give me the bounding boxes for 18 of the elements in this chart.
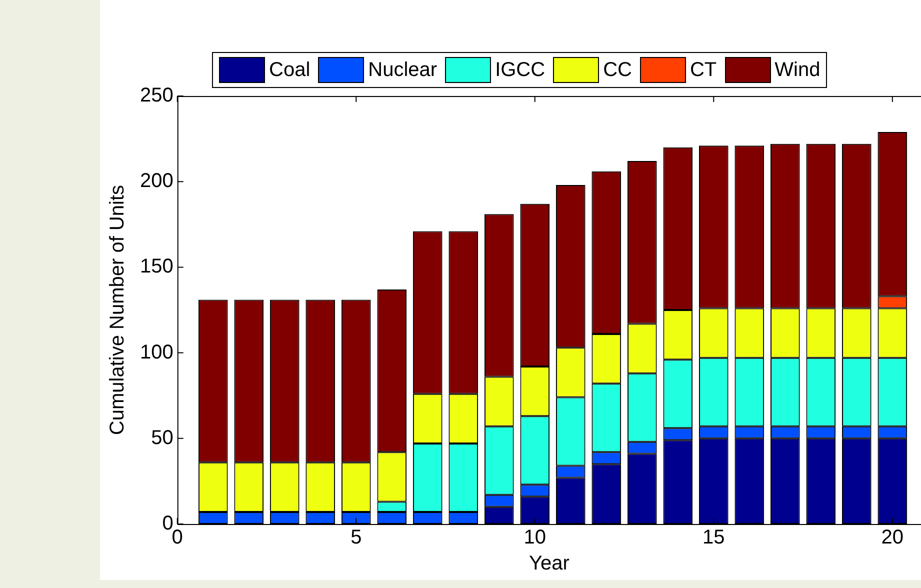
- y-tick-label: 50: [151, 426, 174, 449]
- y-axis-title: Cumulative Number of Units: [106, 184, 129, 436]
- legend-label: CT: [690, 58, 717, 82]
- y-tick-label: 250: [140, 84, 174, 107]
- y-tick-label: 100: [140, 341, 174, 364]
- x-tick-label: 20: [881, 526, 904, 549]
- x-tick-label: 5: [350, 526, 362, 549]
- legend-label: Coal: [269, 58, 310, 82]
- legend-label: CC: [603, 58, 632, 82]
- legend-label: IGCC: [495, 58, 546, 82]
- x-tick-label: 15: [702, 526, 725, 549]
- x-axis-title: Year: [528, 552, 570, 575]
- y-tick-label: 0: [162, 512, 174, 535]
- legend-label: Wind: [774, 58, 820, 82]
- y-tick-label: 200: [140, 170, 174, 192]
- legend-label: Nuclear: [368, 58, 438, 82]
- y-tick-label: 150: [140, 256, 174, 278]
- x-tick-label: 10: [524, 526, 546, 549]
